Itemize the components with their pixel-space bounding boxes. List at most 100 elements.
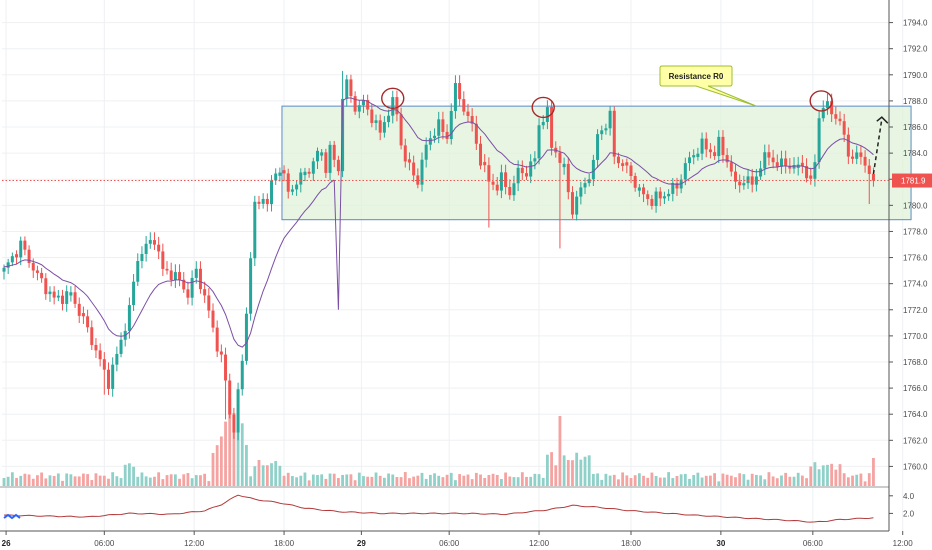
candle-body xyxy=(775,162,779,167)
volume-bar xyxy=(579,459,583,486)
candle-body xyxy=(667,193,671,197)
candle xyxy=(633,172,637,192)
volume-bar xyxy=(115,476,119,486)
candle xyxy=(257,195,261,210)
candle-body xyxy=(274,173,278,181)
volume-bar xyxy=(90,480,94,486)
candle-body xyxy=(587,179,591,184)
candle-body xyxy=(31,263,35,271)
candle-body xyxy=(842,121,846,135)
candle xyxy=(140,246,144,269)
candle xyxy=(303,167,307,182)
volume-bar xyxy=(299,475,303,486)
volume-bar xyxy=(111,472,115,486)
candle-body xyxy=(520,167,524,174)
candle xyxy=(483,154,487,173)
y-tick-label: 1794.0 xyxy=(903,19,928,28)
candle-body xyxy=(708,149,712,153)
volume-bar xyxy=(792,476,796,486)
volume-bar xyxy=(428,474,432,486)
volume-bar xyxy=(291,476,294,486)
volume-bar xyxy=(608,475,612,486)
candle-body xyxy=(107,369,110,389)
candle-body xyxy=(316,150,319,162)
volume-bar xyxy=(725,474,729,486)
candle-body xyxy=(27,249,31,264)
volume-bar xyxy=(307,480,311,486)
volume-bar xyxy=(663,477,666,486)
candle xyxy=(211,303,215,333)
volume-bar xyxy=(830,463,834,486)
volume-bar xyxy=(817,469,821,486)
last-price-tag-label: 1781.9 xyxy=(901,177,926,186)
candle-body xyxy=(479,143,483,166)
candle xyxy=(658,187,662,207)
candle-body xyxy=(119,339,123,354)
volume-bar xyxy=(495,474,499,486)
candle-body xyxy=(504,172,508,187)
candle-body xyxy=(508,186,512,196)
candle xyxy=(15,250,19,265)
volume-bar xyxy=(600,479,604,486)
candle xyxy=(203,281,207,303)
candle xyxy=(558,146,562,249)
candle xyxy=(144,236,148,262)
candle xyxy=(249,252,253,321)
candle-body xyxy=(437,119,441,136)
volume-bar xyxy=(387,473,390,486)
candle xyxy=(378,114,382,141)
candle xyxy=(734,164,737,190)
candle xyxy=(207,288,211,319)
volume-bar xyxy=(169,474,173,486)
candle-body xyxy=(69,292,73,296)
candle xyxy=(696,147,700,161)
volume-bar xyxy=(36,475,39,486)
volume-bar xyxy=(734,477,737,486)
volume-bar xyxy=(633,475,637,486)
candle-body xyxy=(445,131,449,140)
candle-body xyxy=(140,253,144,262)
candle xyxy=(729,155,733,177)
volume-bar xyxy=(738,473,742,486)
volume-bar xyxy=(859,473,863,486)
candle-body xyxy=(696,153,700,157)
candle xyxy=(169,262,173,287)
candle-body xyxy=(224,354,228,381)
candle-body xyxy=(111,364,115,389)
candle xyxy=(516,160,520,192)
volume-bar xyxy=(755,474,758,486)
candle-body xyxy=(566,163,570,193)
volume-bar xyxy=(211,452,215,486)
candle-body xyxy=(52,291,56,298)
volume-bar xyxy=(516,477,520,486)
volume-bar xyxy=(834,469,838,486)
candle xyxy=(566,157,570,200)
candle-body xyxy=(19,240,23,258)
volume-bar xyxy=(412,476,416,486)
y-tick-label: 1774.0 xyxy=(903,280,928,289)
volume-bar xyxy=(784,472,788,486)
candle xyxy=(2,264,6,280)
candle-body xyxy=(562,163,566,168)
candle-body xyxy=(10,256,14,263)
candle xyxy=(387,109,391,128)
volume-bar xyxy=(236,408,240,486)
vwap-line-session-1 xyxy=(3,179,335,348)
volume-bar xyxy=(704,475,708,486)
candle-body xyxy=(178,272,182,280)
candle-body xyxy=(328,144,332,173)
candle xyxy=(671,178,675,202)
candle-body xyxy=(44,278,48,295)
volume-bar xyxy=(157,472,161,486)
volume-bar xyxy=(328,473,332,486)
candle xyxy=(525,165,528,180)
candle xyxy=(650,194,654,210)
candle xyxy=(10,252,14,267)
volume-bar xyxy=(56,473,60,486)
candle-body xyxy=(851,156,855,159)
candle-body xyxy=(683,163,687,180)
volume-bar xyxy=(420,472,424,486)
volume-bar xyxy=(349,474,353,486)
candle-body xyxy=(198,268,202,290)
